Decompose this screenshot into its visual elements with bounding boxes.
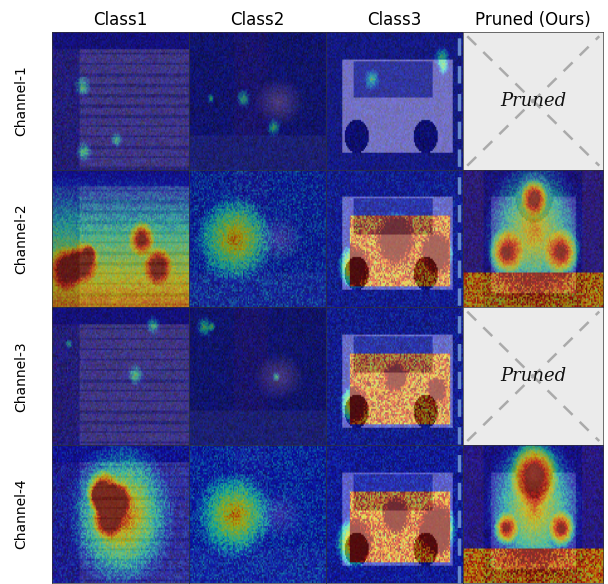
Text: Pruned: Pruned [500, 367, 566, 385]
Text: Class2: Class2 [230, 11, 285, 29]
Text: Class3: Class3 [367, 11, 421, 29]
Text: Pruned: Pruned [500, 92, 566, 110]
Text: Class1: Class1 [93, 11, 147, 29]
Text: Pruned (Ours): Pruned (Ours) [475, 11, 591, 29]
Text: Channel-4: Channel-4 [15, 479, 29, 550]
Text: Channel-3: Channel-3 [15, 341, 29, 412]
Text: Channel-2: Channel-2 [15, 203, 29, 274]
Text: Channel-1: Channel-1 [15, 65, 29, 136]
